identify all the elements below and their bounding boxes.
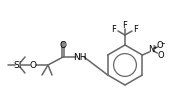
Text: F: F [112,24,116,33]
Text: F: F [122,22,127,30]
Text: F: F [134,24,138,33]
Text: N: N [148,45,155,54]
Text: O: O [30,60,36,70]
Text: O: O [157,51,164,60]
Text: −: − [160,40,165,45]
Text: O: O [59,41,67,51]
Text: O: O [156,41,163,49]
Text: +: + [152,45,157,50]
Text: NH: NH [73,52,87,62]
Text: Si: Si [14,60,22,70]
